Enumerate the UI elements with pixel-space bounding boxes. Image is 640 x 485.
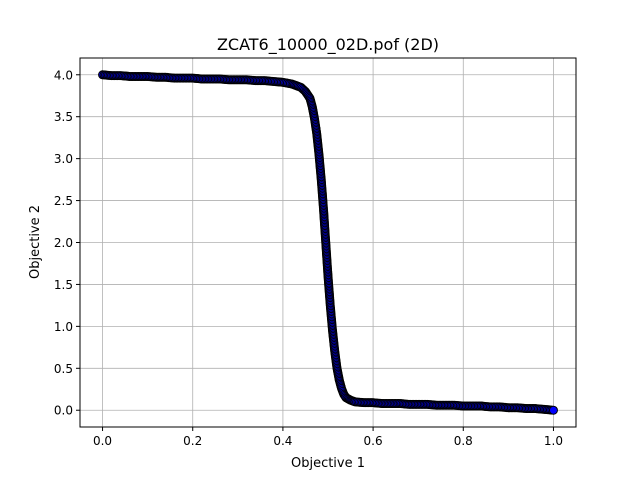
x-axis-ticks: 0.0 0.2 0.4 0.6 0.8 1.0 bbox=[93, 427, 563, 448]
y-tick-label: 3.5 bbox=[54, 110, 73, 124]
y-tick-label: 0.5 bbox=[54, 362, 73, 376]
chart-title: ZCAT6_10000_02D.pof (2D) bbox=[217, 35, 439, 55]
y-tick-label: 3.0 bbox=[54, 152, 73, 166]
data-markers bbox=[98, 70, 558, 415]
y-tick-label: 4.0 bbox=[54, 68, 73, 82]
x-tick-label: 0.4 bbox=[273, 434, 292, 448]
y-tick-label: 2.5 bbox=[54, 194, 73, 208]
y-tick-label: 2.0 bbox=[54, 236, 73, 250]
data-point bbox=[548, 405, 558, 415]
y-tick-label: 1.5 bbox=[54, 278, 73, 292]
y-axis-ticks: 0.0 0.5 1.0 1.5 2.0 2.5 3.0 3.5 4.0 bbox=[54, 68, 80, 418]
x-tick-label: 0.6 bbox=[364, 434, 383, 448]
x-tick-label: 0.8 bbox=[454, 434, 473, 448]
y-axis-label: Objective 2 bbox=[28, 205, 43, 279]
y-tick-label: 0.0 bbox=[54, 404, 73, 418]
x-tick-label: 0.2 bbox=[183, 434, 202, 448]
y-tick-label: 1.0 bbox=[54, 320, 73, 334]
grid bbox=[80, 58, 576, 427]
x-axis-label: Objective 1 bbox=[291, 456, 365, 471]
x-tick-label: 0.0 bbox=[93, 434, 112, 448]
x-tick-label: 1.0 bbox=[544, 434, 563, 448]
